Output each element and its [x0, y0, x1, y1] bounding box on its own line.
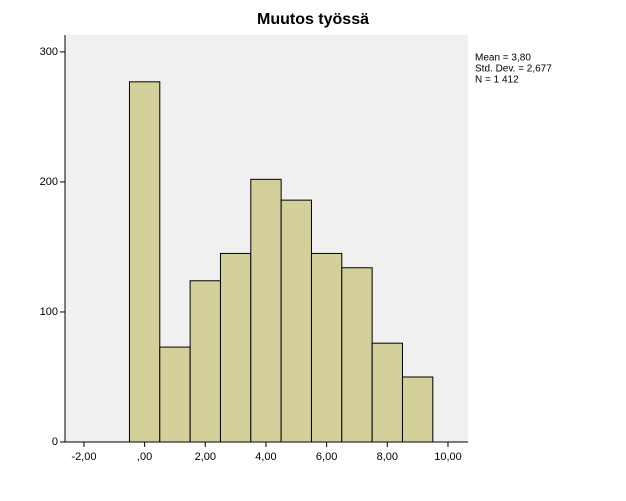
bar: [159, 346, 191, 443]
x-tick-label: 6,00: [316, 451, 337, 463]
bar: [250, 178, 282, 443]
x-tick-label: 2,00: [195, 451, 216, 463]
bar: [310, 252, 343, 443]
stats-annotation: N = 1 412: [475, 75, 519, 86]
stats-annotation: Mean = 3,80: [475, 53, 531, 64]
x-tick-label: 4,00: [255, 451, 276, 463]
x-tick-label: 8,00: [377, 451, 398, 463]
x-tick-label: 10,00: [434, 451, 462, 463]
bar: [128, 81, 161, 443]
bar: [219, 252, 252, 443]
y-tick-label: 300: [40, 46, 58, 58]
bar: [401, 376, 434, 443]
chart-title: Muutos työssä: [257, 11, 369, 28]
bar: [280, 199, 312, 443]
y-tick-label: 100: [40, 306, 58, 318]
bar: [341, 267, 373, 443]
bar: [371, 342, 403, 443]
y-tick-label: 200: [40, 176, 58, 188]
y-tick-label: 0: [52, 436, 58, 448]
bar: [189, 280, 221, 443]
x-tick-label: ,00: [137, 451, 152, 463]
x-tick-label: -2,00: [71, 451, 96, 463]
stats-annotation: Std. Dev. = 2,677: [475, 64, 552, 75]
